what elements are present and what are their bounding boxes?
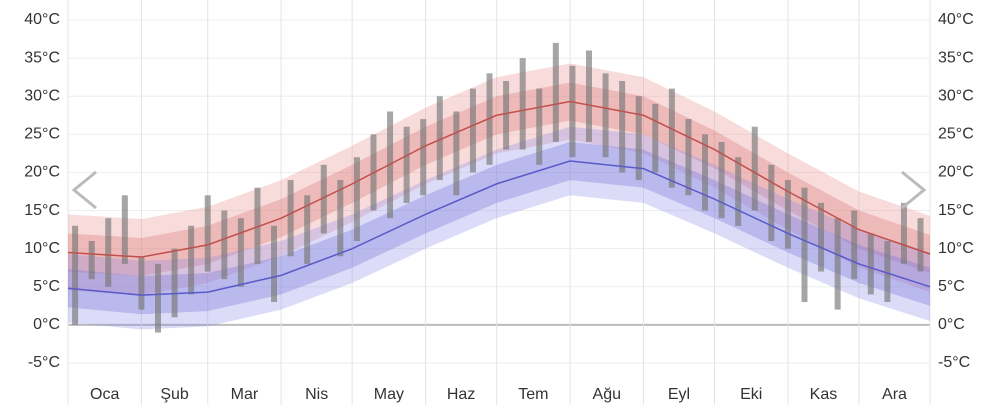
x-tick-label: Mar — [231, 386, 259, 403]
y-tick-label: 30°C — [24, 87, 60, 104]
y2-tick-label: 15°C — [938, 202, 974, 219]
y2-tick-label: 25°C — [938, 126, 974, 143]
y-tick-label: 35°C — [24, 49, 60, 66]
observed-range — [337, 180, 344, 257]
observed-range — [851, 210, 858, 280]
observed-range — [635, 96, 642, 181]
observed-range — [552, 42, 559, 142]
average-line — [67, 100, 931, 258]
observed-range — [652, 103, 659, 173]
y-tick-label: 40°C — [24, 11, 60, 28]
percentile-band — [68, 126, 930, 330]
y-tick-label: 15°C — [24, 202, 60, 219]
y2-tick-label: 0°C — [938, 316, 965, 333]
observed-range — [271, 225, 278, 303]
y2-tick-label: 10°C — [938, 240, 974, 257]
x-tick-label: Kas — [810, 386, 838, 403]
x-tick-label: May — [374, 386, 404, 403]
y-tick-label: 25°C — [24, 126, 60, 143]
observed-range — [917, 218, 924, 272]
observed-range — [320, 164, 327, 234]
observed-range — [602, 73, 609, 158]
y-tick-label: 10°C — [24, 240, 60, 257]
y-tick-label: 5°C — [33, 278, 60, 295]
y2-tick-label: 30°C — [938, 87, 974, 104]
y2-tick-label: 5°C — [938, 278, 965, 295]
observed-range — [519, 58, 526, 150]
y2-tick-label: 20°C — [938, 164, 974, 181]
observed-range — [834, 218, 841, 310]
observed-range — [453, 111, 460, 196]
observed-range — [420, 119, 427, 196]
observed-range — [619, 80, 626, 173]
observed-range — [668, 88, 675, 188]
y2-tick-label: -5°C — [938, 354, 970, 371]
observed-range — [784, 180, 791, 249]
x-tick-label: Ağu — [593, 386, 621, 403]
y-tick-label: 0°C — [33, 316, 60, 333]
observed-range — [204, 195, 211, 272]
observed-range — [154, 263, 161, 333]
observed-range — [188, 225, 195, 295]
observed-range — [353, 157, 360, 242]
observed-range — [121, 195, 128, 264]
observed-range — [254, 187, 261, 264]
observed-range — [735, 157, 742, 226]
observed-range — [503, 80, 510, 150]
y2-tick-label: 40°C — [938, 11, 974, 28]
observed-range — [171, 248, 178, 318]
observed-range — [436, 96, 443, 181]
observed-range — [884, 241, 891, 303]
observed-range — [221, 210, 228, 280]
percentile-band — [68, 141, 930, 315]
observed-range — [287, 180, 294, 257]
x-tick-label: Nis — [305, 386, 328, 403]
observed-range — [536, 88, 543, 165]
observed-range — [900, 202, 907, 264]
observed-range — [867, 233, 874, 295]
observed-range — [685, 119, 692, 196]
observed-range — [237, 218, 244, 287]
y2-tick-label: 35°C — [938, 49, 974, 66]
x-tick-label: Eki — [740, 386, 762, 403]
observed-range — [585, 50, 592, 142]
observed-range — [88, 241, 95, 280]
x-tick-label: Ara — [882, 386, 907, 403]
observed-range — [105, 218, 112, 287]
y-tick-label: 20°C — [24, 164, 60, 181]
observed-range — [768, 164, 775, 242]
observed-range — [569, 65, 576, 158]
x-tick-label: Eyl — [668, 386, 690, 403]
x-tick-label: Haz — [447, 386, 475, 403]
observed-range — [72, 225, 79, 325]
x-tick-label: Şub — [160, 386, 189, 403]
observed-range — [138, 256, 145, 310]
x-tick-label: Tem — [518, 386, 548, 403]
observed-range — [818, 202, 825, 272]
observed-range — [702, 134, 709, 211]
observed-range — [801, 187, 808, 303]
observed-range — [469, 88, 476, 173]
observed-range — [304, 195, 311, 264]
next-arrow[interactable] — [901, 170, 927, 210]
average-line — [67, 160, 931, 296]
observed-range — [718, 141, 725, 219]
x-tick-label: Oca — [90, 386, 119, 403]
percentile-band — [68, 63, 930, 296]
observed-range — [403, 126, 410, 203]
prev-arrow[interactable] — [71, 170, 97, 210]
observed-range — [751, 126, 758, 211]
percentile-band — [68, 82, 930, 277]
y-tick-label: -5°C — [28, 354, 60, 371]
